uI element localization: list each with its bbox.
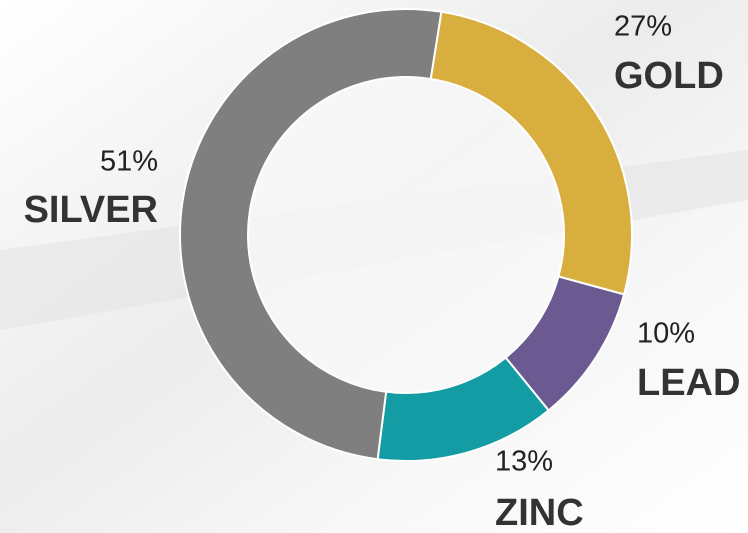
category-label: LEAD <box>637 362 740 404</box>
category-label: ZINC <box>495 492 584 533</box>
value-label: 13% <box>495 446 553 478</box>
donut-hole <box>248 77 564 393</box>
value-label: 51% <box>100 146 158 178</box>
value-label: 27% <box>614 11 672 43</box>
value-label: 10% <box>637 318 695 350</box>
category-label: SILVER <box>24 189 158 231</box>
chart: 27% GOLD 10% LEAD 13% ZINC 51% SILVER <box>0 0 748 533</box>
category-label: GOLD <box>614 55 724 97</box>
